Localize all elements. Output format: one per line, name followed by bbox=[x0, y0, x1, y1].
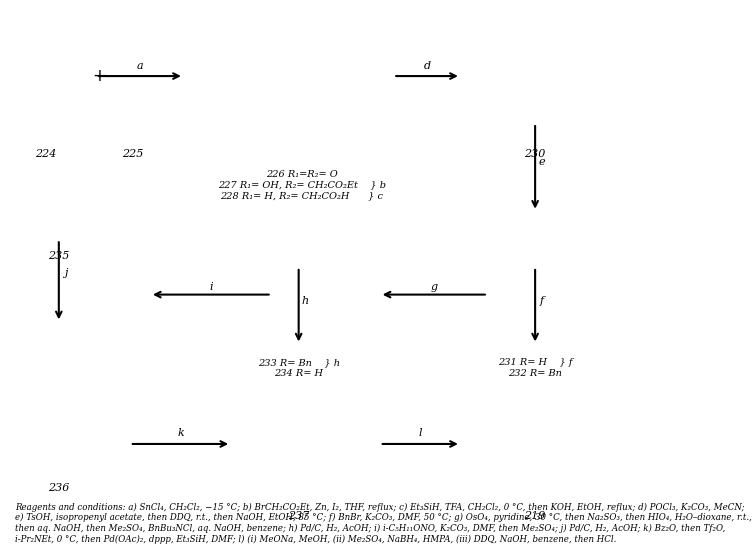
Text: k: k bbox=[177, 429, 183, 439]
Text: 226 R₁=R₂= O
227 R₁= OH, R₂= CH₂CO₂Et    } b
228 R₁= H, R₂= CH₂CO₂H      } c: 226 R₁=R₂= O 227 R₁= OH, R₂= CH₂CO₂Et } … bbox=[218, 170, 386, 200]
Text: l: l bbox=[419, 429, 422, 439]
Text: e: e bbox=[538, 157, 545, 167]
Text: f: f bbox=[540, 296, 544, 306]
Text: h: h bbox=[302, 296, 309, 306]
Text: Reagents and conditions: a) SnCl₄, CH₂Cl₂, −15 °C; b) BrCH₂CO₂Et, Zn, I₂, THF, r: Reagents and conditions: a) SnCl₄, CH₂Cl… bbox=[15, 503, 752, 544]
Text: +: + bbox=[92, 67, 106, 85]
Text: j: j bbox=[64, 268, 68, 278]
Text: 235: 235 bbox=[48, 251, 69, 261]
Text: 236: 236 bbox=[48, 483, 69, 493]
Text: a: a bbox=[137, 61, 143, 71]
Text: g: g bbox=[430, 282, 438, 292]
Text: 233 R= Bn    } h
234 R= H: 233 R= Bn } h 234 R= H bbox=[258, 358, 340, 378]
Text: 219: 219 bbox=[524, 511, 546, 521]
Text: 231 R= H    } f
232 R= Bn: 231 R= H } f 232 R= Bn bbox=[498, 358, 572, 378]
Text: 224: 224 bbox=[35, 148, 56, 158]
Text: 230: 230 bbox=[524, 148, 546, 158]
Text: d: d bbox=[423, 61, 431, 71]
Text: 225: 225 bbox=[123, 148, 144, 158]
Text: 237: 237 bbox=[288, 511, 309, 521]
Text: i: i bbox=[209, 282, 213, 292]
